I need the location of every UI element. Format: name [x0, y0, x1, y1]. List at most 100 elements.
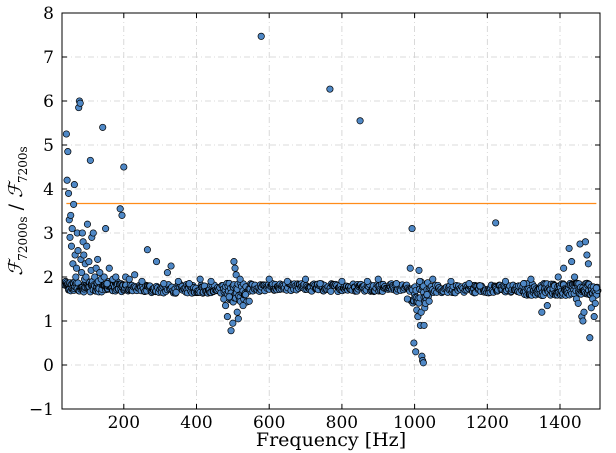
data-point — [403, 295, 411, 303]
data-point — [392, 280, 400, 288]
data-point — [425, 297, 433, 305]
y-tick-label: 2 — [43, 268, 54, 288]
data-point — [543, 302, 551, 310]
x-tick-label: 1000 — [393, 413, 436, 433]
data-point — [302, 275, 310, 283]
data-point — [560, 264, 568, 272]
data-point — [143, 246, 151, 254]
data-point — [86, 156, 94, 164]
data-point — [520, 280, 528, 288]
data-point — [363, 277, 371, 285]
x-tick-label: 400 — [180, 413, 212, 433]
data-point — [412, 348, 420, 356]
data-point — [408, 225, 416, 233]
data-point — [131, 271, 139, 279]
data-point — [592, 284, 600, 292]
data-point — [587, 304, 595, 312]
data-point — [112, 273, 120, 281]
data-point — [447, 277, 455, 285]
data-point — [239, 302, 247, 310]
y-tick-label: 3 — [43, 224, 54, 244]
data-point — [476, 282, 484, 290]
y-tick-label: 0 — [43, 356, 54, 376]
data-point — [465, 280, 473, 288]
data-point — [120, 163, 128, 171]
y-tick-label: 1 — [43, 312, 54, 332]
data-point — [233, 308, 241, 316]
data-point — [152, 258, 161, 266]
data-point — [67, 211, 75, 219]
data-point — [64, 148, 72, 156]
data-point — [78, 229, 86, 237]
x-tick-label: 1400 — [538, 413, 581, 433]
data-point — [62, 130, 70, 138]
data-point — [66, 233, 74, 241]
data-point — [242, 291, 250, 299]
data-point — [99, 123, 107, 131]
data-point — [74, 247, 82, 255]
data-point — [63, 176, 71, 184]
data-point — [565, 244, 573, 252]
data-point — [70, 181, 78, 189]
data-point — [579, 317, 587, 325]
data-point — [70, 200, 78, 208]
data-point — [222, 302, 230, 310]
data-point — [231, 264, 239, 272]
data-point — [423, 291, 431, 299]
data-point — [67, 242, 76, 250]
data-point — [82, 273, 90, 281]
y-axis-label-f1: ℱ — [5, 258, 27, 276]
data-point — [85, 258, 93, 266]
axis-ticks: 200 400 600 800 1000 1200 1400 −1 0 1 2 3 4 5 6 7 8 — [29, 4, 600, 433]
data-points — [61, 32, 602, 367]
y-axis-label-sub2: 7200s — [16, 146, 30, 183]
y-tick-label: −1 — [29, 400, 54, 420]
data-point — [590, 313, 598, 321]
y-tick-label: 5 — [43, 136, 54, 156]
data-point — [225, 293, 233, 301]
data-point — [105, 264, 113, 272]
data-point — [167, 262, 175, 270]
data-point — [501, 277, 510, 285]
x-tick-label: 600 — [253, 413, 285, 433]
data-point — [257, 32, 265, 40]
data-point — [80, 251, 88, 259]
data-point — [326, 85, 334, 93]
data-point — [406, 264, 414, 272]
data-point — [419, 359, 427, 367]
data-point — [89, 229, 97, 237]
data-point — [83, 242, 91, 250]
data-point — [232, 271, 240, 279]
data-point — [591, 299, 599, 307]
data-point — [185, 280, 193, 288]
data-point — [581, 238, 590, 246]
data-point — [420, 321, 428, 329]
data-point — [102, 225, 110, 233]
data-point — [527, 275, 535, 283]
data-point — [68, 225, 76, 233]
data-point — [76, 99, 84, 107]
data-point — [174, 277, 182, 285]
data-point — [118, 211, 126, 219]
data-point — [374, 275, 382, 283]
x-tick-label: 800 — [326, 413, 358, 433]
data-point — [207, 277, 215, 285]
data-point — [229, 319, 237, 327]
y-tick-label: 7 — [43, 48, 54, 68]
y-axis-label-sep: / — [5, 198, 27, 216]
data-point — [236, 275, 244, 283]
y-tick-label: 6 — [43, 92, 54, 112]
data-point — [356, 117, 364, 125]
data-point — [245, 297, 253, 305]
data-point — [72, 264, 81, 272]
data-point — [125, 275, 133, 283]
grid-lines — [62, 12, 600, 410]
plot-frame — [61, 12, 601, 410]
data-point — [100, 273, 108, 281]
y-axis-label: ℱ72000s / ℱ7200s — [5, 146, 30, 275]
data-point — [416, 277, 424, 285]
data-point — [410, 339, 418, 347]
data-point — [96, 269, 104, 277]
data-point — [223, 313, 231, 321]
